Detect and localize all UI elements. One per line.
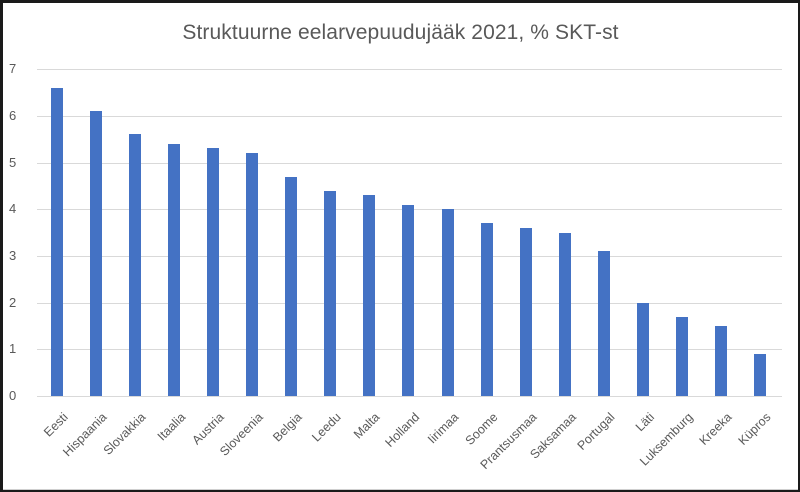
bar-prantsusmaa — [519, 227, 532, 396]
bar-leedu — [324, 190, 337, 396]
bar-läti — [636, 302, 649, 396]
y-tick-label: 7 — [9, 61, 17, 76]
y-tick-label: 4 — [9, 201, 17, 216]
chart-title: Struktuurne eelarvepuudujääk 2021, % SKT… — [182, 21, 619, 44]
bar-holland — [402, 204, 415, 396]
gridline — [37, 116, 782, 117]
gridline — [37, 69, 782, 70]
x-tick-label: Läti — [632, 410, 657, 435]
bar-malta — [363, 195, 376, 396]
gridline — [37, 396, 782, 397]
y-tick-label: 0 — [9, 388, 17, 403]
bar-saksamaa — [558, 232, 571, 396]
bar-portugal — [597, 251, 610, 396]
bar-sloveenia — [246, 153, 259, 396]
bar-kreeka — [714, 325, 727, 396]
y-tick-label: 1 — [9, 341, 17, 356]
x-tick-label: Belgia — [270, 410, 305, 445]
bar-luksemburg — [675, 316, 688, 396]
x-tick-label: Austria — [189, 410, 227, 448]
plot-area: 0 1 2 3 4 5 6 7 Eesti Hispaania Slovakkia Itaalia Au… — [3, 3, 798, 489]
x-tick-label: Holland — [382, 410, 423, 450]
x-tick-label: Malta — [351, 410, 383, 442]
bar-küpros — [753, 353, 766, 396]
bar-iirimaa — [441, 209, 454, 396]
x-tick-label: Küpros — [735, 410, 774, 448]
x-tick-label: Eesti — [41, 410, 71, 440]
bar-austria — [207, 148, 220, 396]
bar-soome — [480, 223, 493, 396]
x-tick-label: Leedu — [309, 410, 345, 445]
y-tick-label: 2 — [9, 295, 17, 310]
bar-hispaania — [90, 111, 103, 396]
y-tick-label: 5 — [9, 155, 17, 170]
x-tick-label: Portugal — [574, 410, 618, 453]
gridline — [37, 163, 782, 164]
x-tick-label: Soome — [462, 410, 501, 448]
chart-frame: Struktuurne eelarvepuudujääk 2021, % SKT… — [3, 3, 798, 490]
bar-slovakkia — [129, 134, 142, 396]
bar-eesti — [51, 87, 63, 396]
x-tick-label: Itaalia — [154, 410, 189, 444]
x-tick-label: Kreeka — [696, 410, 735, 448]
bar-itaalia — [168, 143, 181, 396]
y-tick-label: 3 — [9, 248, 17, 263]
y-tick-label: 6 — [9, 108, 17, 123]
x-tick-label: Iirimaa — [424, 410, 461, 447]
bar-belgia — [285, 176, 298, 396]
